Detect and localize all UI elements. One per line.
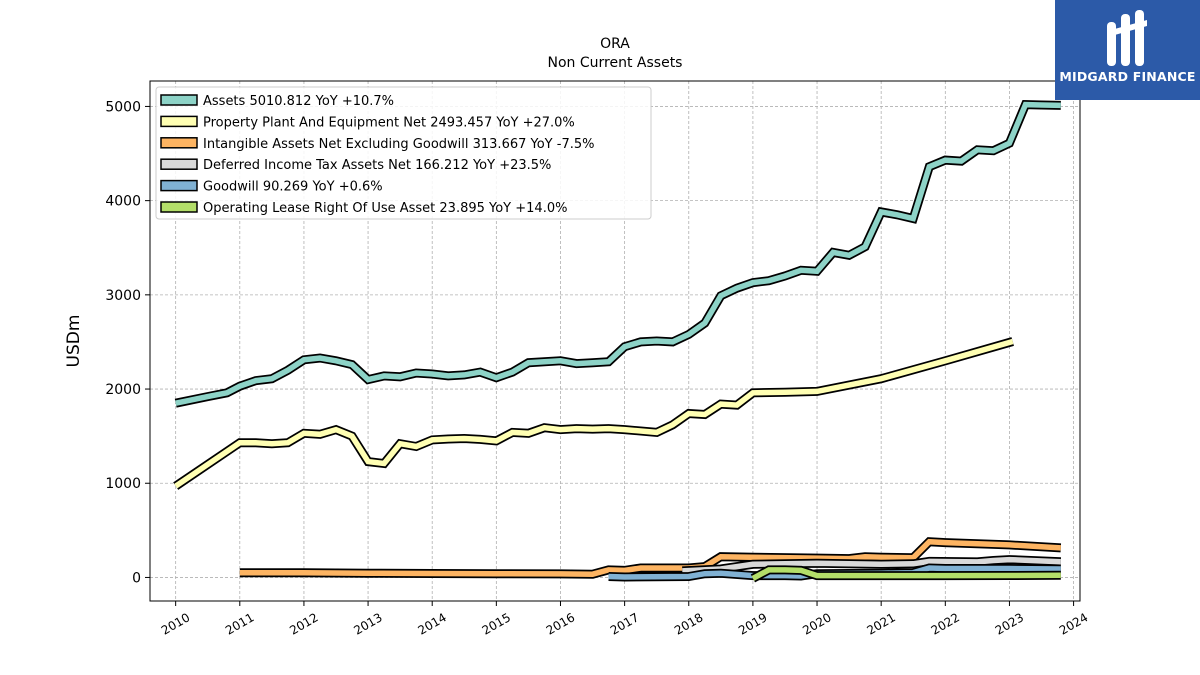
chart-title: ORA [600, 36, 630, 52]
series-lines [173, 100, 1062, 583]
x-tick-label: 2013 [351, 610, 384, 637]
midgard-logo-mark [1107, 10, 1147, 66]
legend-entry: Property Plant And Equipment Net 2493.45… [203, 115, 575, 130]
x-tick-label: 2017 [608, 610, 641, 637]
legend-entry: Operating Lease Right Of Use Asset 23.89… [203, 201, 567, 216]
x-tick-label: 2016 [544, 610, 577, 637]
x-tick-label: 2011 [223, 610, 256, 637]
x-tick-label: 2010 [159, 610, 192, 637]
x-tick-label: 2015 [480, 610, 513, 637]
legend-entry: Deferred Income Tax Assets Net 166.212 Y… [203, 158, 551, 173]
legend: Assets 5010.812 YoY +10.7% Property Plant… [155, 86, 652, 220]
x-tick-label: 2022 [929, 610, 962, 637]
y-tick-label: 4000 [105, 194, 141, 210]
y-tick-label: 0 [132, 570, 141, 586]
plot-frame [149, 80, 1081, 602]
x-tick-label: 2018 [672, 610, 705, 637]
y-axis-label: USDm [64, 315, 84, 368]
x-axis: 2010 2011 2012 2013 2014 2015 2016 2017 2018 2019… [159, 601, 1090, 638]
legend-swatch [160, 201, 198, 213]
series-line [174, 338, 1014, 489]
legend-swatch [160, 179, 198, 192]
brand-logo: MIDGARD FINANCE [1055, 0, 1200, 100]
x-tick-label: 2014 [415, 610, 448, 637]
x-tick-label: 2020 [800, 610, 833, 637]
series-line [682, 556, 1061, 574]
chart-subtitle: Non Current Assets [548, 55, 683, 71]
x-tick-label: 2012 [287, 610, 320, 637]
x-tick-label: 2021 [864, 610, 897, 637]
series-line [751, 567, 1061, 581]
legend-entry: Goodwill 90.269 YoY +0.6% [203, 180, 383, 195]
x-tick-label: 2019 [736, 610, 769, 637]
y-tick-label: 3000 [105, 288, 141, 304]
legend-box [155, 86, 652, 220]
legend-entry: Intangible Assets Net Excluding Goodwill… [203, 137, 594, 152]
legend-swatch [160, 158, 198, 170]
legend-swatch [160, 137, 198, 149]
y-tick-label: 1000 [105, 476, 141, 492]
x-tick-label: 2024 [1057, 610, 1090, 637]
series-line [175, 101, 1061, 406]
y-tick-label: 5000 [105, 99, 141, 115]
brand-name: MIDGARD FINANCE [1059, 69, 1196, 84]
y-axis: 0 1000 2000 3000 4000 5000 [105, 99, 150, 586]
y-tick-label: 2000 [105, 382, 141, 398]
legend-swatch [160, 94, 198, 106]
legend-entry: Assets 5010.812 YoY +10.7% [203, 94, 394, 109]
x-tick-label: 2023 [993, 610, 1026, 637]
legend-swatch [160, 115, 198, 128]
series-line [608, 565, 1061, 580]
